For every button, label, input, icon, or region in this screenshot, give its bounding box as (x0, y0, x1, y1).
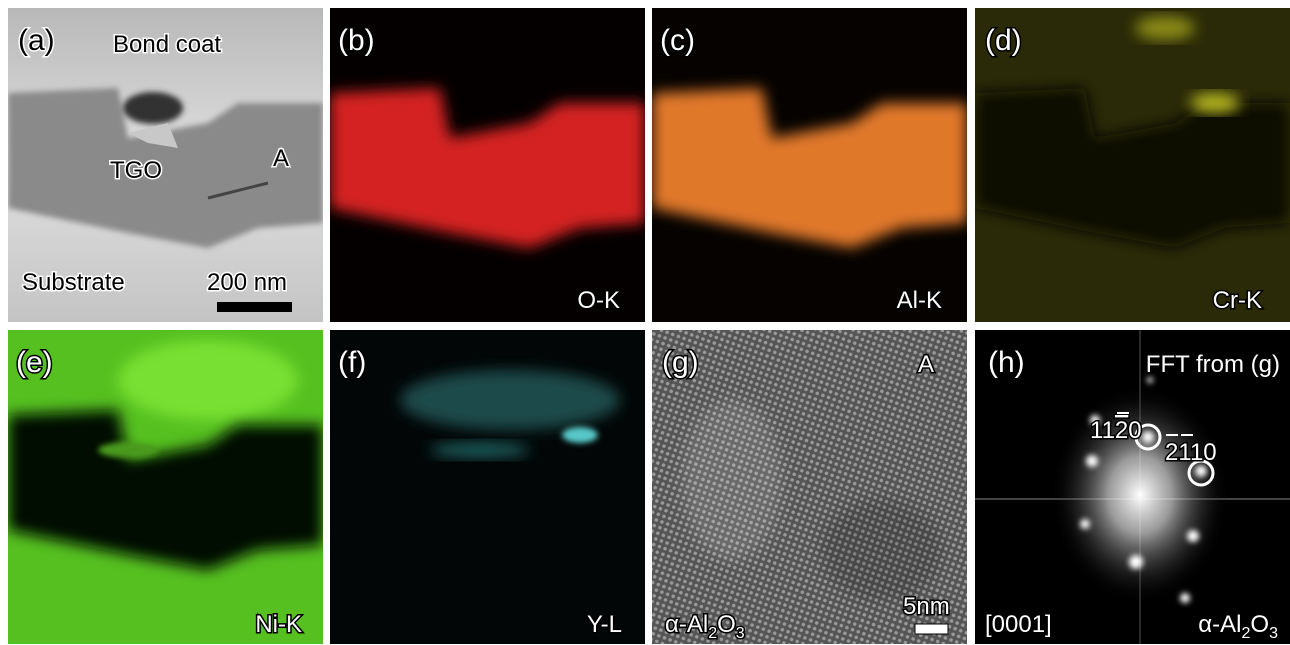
panel-title: FFT from (g) (1146, 351, 1280, 378)
figure: (a) Bond coat TGO A Substrate 200 nm (b)… (0, 0, 1290, 645)
panel-c (652, 8, 967, 322)
scale-bar-label: 5nm (903, 593, 950, 620)
panel-f (330, 330, 645, 645)
region-label: TGO (110, 157, 162, 184)
panel-label: (e) (16, 346, 53, 379)
element-label: Al-K (897, 287, 942, 314)
text-part: α-Al (1198, 611, 1241, 638)
page: (a) Bond coat TGO A Substrate 200 nm (b)… (0, 0, 1290, 645)
region-label: Bond coat (113, 31, 221, 58)
element-label: Ni-K (255, 611, 302, 638)
panel-label: (c) (660, 24, 695, 57)
overlined-digit: 2 (1165, 439, 1178, 466)
panel-label: (f) (338, 346, 366, 379)
scale-bar (217, 302, 292, 312)
text-part: O (717, 611, 736, 638)
element-label: Y-L (587, 611, 622, 638)
site-label: A (273, 145, 289, 172)
miller-index: 1120 (1090, 417, 1142, 444)
scale-bar-label: 200 nm (207, 269, 287, 296)
panel-label: (g) (662, 346, 699, 379)
zone-axis: [0001] (985, 611, 1052, 638)
scale-bar (915, 624, 948, 634)
panel-label: (h) (988, 346, 1025, 379)
element-label: O-K (577, 287, 620, 314)
text-part: O (1250, 611, 1269, 638)
text-part: 11 (1090, 417, 1115, 444)
panel-label: (b) (338, 24, 375, 57)
subscript: 2 (1242, 625, 1251, 642)
phase-label: α-Al2O3 (665, 611, 745, 642)
text-part: α-Al (665, 611, 708, 638)
region-label: Substrate (22, 269, 125, 296)
text-part: 10 (1190, 439, 1217, 466)
overlined-digit: 2 (1115, 417, 1128, 444)
subscript: 3 (1269, 625, 1278, 642)
panel-d (975, 8, 1290, 322)
panel-label: (a) (18, 24, 55, 57)
panel-b (330, 8, 645, 322)
subscript: 3 (736, 625, 745, 642)
phase-label: α-Al2O3 (1198, 611, 1278, 642)
element-label: Cr-K (1213, 287, 1262, 314)
panel-label: (d) (985, 24, 1022, 57)
text-part: 0 (1128, 417, 1141, 444)
panel-e (8, 330, 323, 645)
site-label: A (918, 351, 934, 378)
subscript: 2 (708, 625, 717, 642)
miller-index: 2110 (1165, 439, 1217, 466)
